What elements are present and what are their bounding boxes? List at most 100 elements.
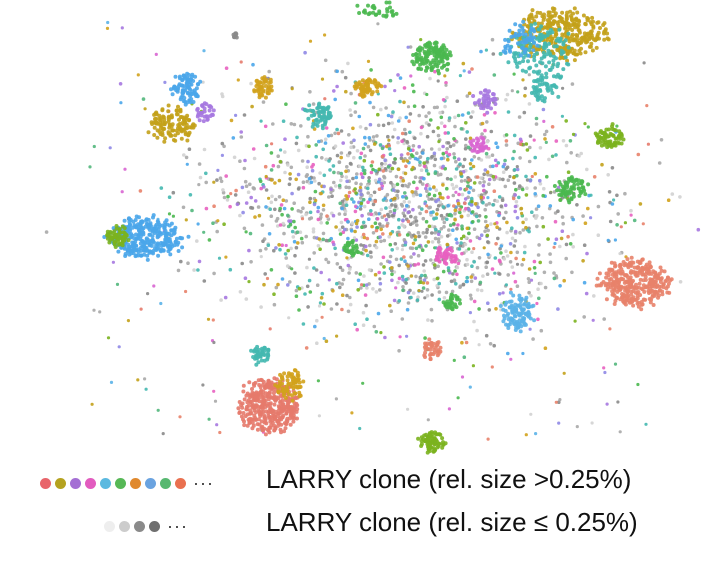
cell-point — [369, 164, 374, 168]
cell-point — [425, 288, 430, 292]
scatter-plot — [44, 0, 701, 455]
cell-point — [263, 95, 268, 100]
cell-point — [224, 174, 228, 178]
cell-point — [467, 207, 471, 212]
cell-point — [288, 172, 292, 176]
cell-point — [295, 370, 300, 375]
cell-point — [509, 250, 513, 255]
cell-point — [348, 161, 353, 166]
cell-point — [539, 328, 544, 333]
cell-point — [503, 184, 508, 189]
cell-point — [390, 121, 395, 125]
cell-point — [639, 302, 644, 307]
cell-point — [151, 249, 156, 253]
cell-point — [405, 334, 409, 338]
cell-point — [428, 76, 432, 81]
cell-point — [350, 197, 354, 201]
cell-point — [303, 292, 307, 296]
cell-point — [527, 48, 532, 52]
cell-point — [539, 73, 544, 78]
cell-point — [571, 245, 575, 249]
cell-point — [429, 435, 434, 440]
cell-point — [131, 219, 136, 224]
cell-point — [598, 26, 602, 30]
cell-point — [369, 212, 374, 217]
cell-point — [394, 11, 399, 16]
cell-point — [333, 97, 338, 102]
cell-point — [319, 296, 324, 300]
cell-point — [344, 200, 348, 205]
cell-point — [512, 244, 517, 248]
cell-point — [399, 176, 403, 180]
cell-point — [379, 227, 384, 232]
cell-point — [309, 180, 314, 185]
cell-point — [137, 227, 142, 232]
cell-point — [498, 51, 503, 56]
cell-point — [234, 113, 238, 117]
cell-point — [534, 85, 539, 90]
cell-point — [354, 205, 358, 209]
cell-point — [408, 222, 413, 227]
cell-point — [123, 254, 128, 258]
cell-point — [182, 127, 187, 132]
cell-point — [614, 274, 619, 279]
cell-point — [249, 81, 253, 86]
cell-point — [619, 225, 623, 229]
cell-point — [397, 217, 401, 222]
cell-point — [533, 186, 537, 190]
cell-point — [211, 108, 216, 113]
legend-swatch — [145, 478, 156, 489]
cell-point — [421, 263, 426, 267]
cell-point — [191, 79, 196, 83]
cell-point — [277, 411, 282, 416]
cell-point — [536, 204, 541, 208]
cell-point — [404, 281, 408, 285]
cell-point — [401, 218, 405, 222]
cell-point — [367, 176, 371, 180]
cell-point — [388, 5, 392, 10]
legend-swatch — [134, 521, 145, 532]
cell-point — [584, 291, 589, 296]
cell-point — [381, 255, 386, 260]
cell-point — [566, 31, 571, 36]
cell-point — [442, 225, 446, 229]
cell-point — [422, 161, 427, 165]
cell-point — [659, 138, 664, 142]
cell-point — [399, 257, 404, 261]
cell-point — [603, 134, 608, 139]
cell-point — [434, 188, 439, 192]
cell-point — [454, 184, 459, 189]
cell-point — [386, 134, 390, 139]
cell-point — [648, 265, 653, 270]
cell-point — [229, 118, 234, 123]
cell-point — [375, 134, 379, 138]
cell-point — [274, 377, 279, 382]
cell-point — [345, 197, 350, 201]
cell-point — [413, 235, 418, 239]
cell-point — [457, 247, 462, 251]
cell-point — [586, 182, 591, 187]
legend-swatch — [119, 521, 130, 532]
cell-point — [619, 295, 624, 300]
cell-point — [561, 221, 565, 226]
cell-point — [201, 383, 205, 387]
cell-point — [411, 62, 416, 67]
cell-point — [421, 105, 425, 109]
cell-point — [533, 271, 537, 275]
cell-point — [390, 166, 395, 171]
cell-point — [549, 87, 554, 92]
cell-point — [458, 301, 462, 306]
cell-point — [264, 174, 268, 179]
cell-point — [209, 105, 214, 110]
cell-point — [364, 248, 368, 253]
cell-point — [370, 160, 375, 164]
cell-point — [373, 221, 378, 225]
cell-point — [458, 210, 462, 215]
cell-point — [477, 236, 482, 241]
cell-point — [447, 407, 451, 411]
cell-point — [582, 31, 587, 36]
cell-point — [272, 248, 276, 253]
cell-point — [411, 144, 416, 148]
cell-point — [419, 273, 424, 278]
cell-point — [467, 247, 471, 251]
